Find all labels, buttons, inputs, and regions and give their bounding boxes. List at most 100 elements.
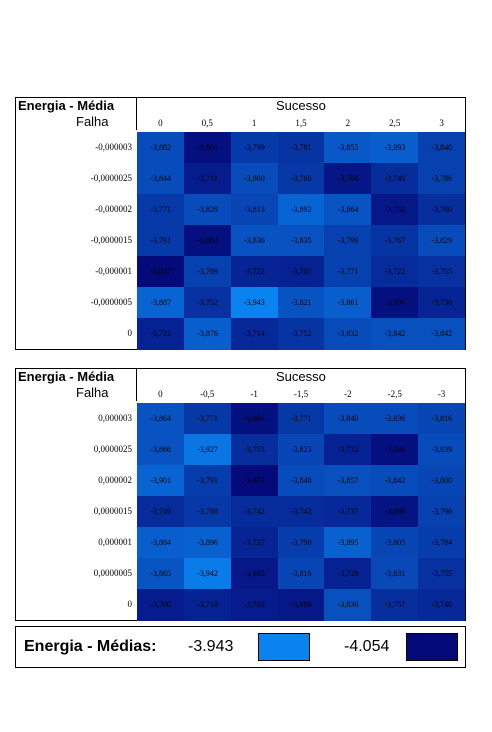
heatmap-cell: -3,696	[277, 589, 325, 621]
row-header: -0,000001	[95, 265, 132, 276]
row-header: -0,000002	[95, 203, 132, 214]
column-header: -3	[437, 389, 446, 399]
heatmap-cell: -3,752	[277, 318, 325, 350]
heatmap-cell: -3,861	[324, 287, 372, 319]
heatmap-cell: -3,703	[277, 256, 325, 288]
heatmap-cell: -3,768	[277, 163, 325, 195]
heatmap-cell: -3,699	[371, 496, 419, 528]
column-title: Sucesso	[276, 98, 326, 113]
heatmap-cell: -3,786	[418, 163, 466, 195]
row-header: 0	[127, 327, 133, 338]
heatmap-cell: -3,700	[137, 589, 185, 621]
heatmap-cell: -3,840	[277, 465, 325, 497]
heatmap-cell: -3,816	[418, 403, 466, 435]
heatmap-cell: -3,718	[183, 589, 232, 621]
heatmap-cell: -3,865	[137, 558, 185, 590]
heatmap-cell: -3,840	[324, 403, 372, 435]
heatmap-cell: -3,855	[324, 132, 372, 164]
column-header: -0,5	[200, 389, 215, 399]
column-header: -2,5	[387, 389, 402, 399]
color-legend: Energia - Médias: -3.943 -4.054	[15, 626, 466, 668]
heatmap-cell: -3,844	[137, 163, 185, 195]
heatmap-cell: -3,732	[324, 434, 372, 466]
row-header: 0	[127, 598, 133, 609]
heatmap-cell: -3,836	[324, 589, 372, 621]
heatmap-cell: -3,771	[137, 194, 185, 226]
heatmap-cell: -3,836	[371, 403, 419, 435]
heatmap-cell: -3,799	[230, 132, 279, 164]
heatmap-cell: -3,721	[137, 318, 185, 350]
heatmap-cell: -3,842	[371, 318, 419, 350]
heatmap-cell: -3,732	[371, 194, 419, 226]
row-header: 0,0000015	[93, 505, 132, 516]
corner-subtitle: Falha	[76, 114, 109, 129]
column-header: 0	[158, 389, 163, 399]
column-header: -1	[250, 389, 258, 399]
heatmap-cell: -3,703	[230, 589, 279, 621]
heatmap-cell: -3,857	[324, 465, 372, 497]
heatmap-cell: -3,755	[418, 558, 466, 590]
heatmap-cell: -3,790	[277, 527, 325, 559]
heatmap-cell: -3,864	[324, 194, 372, 226]
heatmap-cell: -3,771	[277, 403, 325, 435]
row-header: -0,0000025	[90, 172, 132, 183]
heatmap-cell: -3,674	[230, 465, 279, 497]
legend-min-label: -3.943	[188, 638, 234, 655]
heatmap-cell: -3,816	[277, 558, 325, 590]
column-header: 2	[345, 118, 351, 128]
heatmap-cell: -3,784	[418, 527, 466, 559]
corner-subtitle: Falha	[76, 385, 109, 400]
header-divider	[136, 369, 137, 401]
heatmap-cell: -3,839	[418, 434, 466, 466]
heatmap-cell: -3,686	[230, 403, 279, 435]
column-header: -1,5	[293, 389, 309, 399]
heatmap-cell: -3,823	[277, 434, 325, 466]
legend-title: Energia - Médias:	[24, 638, 157, 655]
heatmap-cell: -3,771	[324, 256, 372, 288]
heatmap-cell: -3,722	[371, 256, 419, 288]
heatmap-cell: -3,755	[418, 256, 466, 288]
legend-max-swatch	[406, 633, 458, 661]
row-header: -0,000003	[95, 141, 132, 152]
heatmap-cell: -3,698	[371, 287, 419, 319]
column-header: 0	[158, 118, 163, 128]
column-header: 0,5	[201, 118, 213, 128]
heatmap-cell: -3,796	[418, 496, 466, 528]
heatmap-cell: -3,740	[418, 589, 466, 621]
heatmap-grid: -3,882 -3,681 -3,799 -3,781 -3,855 -3,893 -3,8…	[137, 132, 466, 350]
heatmap-cell: -3,831	[371, 558, 419, 590]
column-header: 2,5	[389, 118, 401, 128]
heatmap-cell: -3,799	[324, 225, 372, 257]
heatmap-cell: -3,942	[183, 558, 232, 590]
heatmap-cell: -3,727	[230, 527, 279, 559]
column-title: Sucesso	[276, 369, 326, 384]
heatmap-cell: -3,901	[137, 465, 185, 497]
heatmap-cell: -3,704	[324, 163, 372, 195]
row-header: 0,0000025	[93, 443, 132, 454]
heatmap-cell: -3,767	[371, 225, 419, 257]
legend-max-label: -4.054	[344, 638, 390, 655]
heatmap-cell: -3,681	[183, 132, 232, 164]
heatmap-cell: -3,736	[418, 287, 466, 319]
heatmap-panel-1: Energia - Média Falha Sucesso 0 0,5 1 1,5 2 2…	[15, 97, 466, 350]
legend-min-swatch	[258, 633, 310, 661]
heatmap-cell: -3,781	[277, 132, 325, 164]
heatmap-cell: -3,714	[230, 318, 279, 350]
heatmap-cell: -3,789	[183, 256, 232, 288]
heatmap-cell: -3,866	[137, 434, 185, 466]
heatmap-cell: -3,805	[371, 527, 419, 559]
heatmap-cell: -3,821	[277, 287, 325, 319]
heatmap-cell: -3,840	[418, 132, 466, 164]
heatmap-cell: -3,760	[418, 194, 466, 226]
heatmap-panel-2: Energia - Média Falha Sucesso 0 -0,5 -1 -1,…	[15, 368, 466, 621]
row-header: 0,0000005	[93, 567, 132, 578]
heatmap-cell: -3,927	[183, 434, 232, 466]
heatmap-cell: -3,893	[371, 132, 419, 164]
heatmap-cell: -3,829	[418, 225, 466, 257]
heatmap-cell: -3,683	[183, 225, 232, 257]
heatmap-cell: -3,832	[324, 318, 372, 350]
heatmap-cell: -3,836	[230, 225, 279, 257]
heatmap-cell: -3,842	[371, 465, 419, 497]
header-divider	[136, 98, 137, 130]
heatmap-cell: -3,864	[137, 403, 185, 435]
